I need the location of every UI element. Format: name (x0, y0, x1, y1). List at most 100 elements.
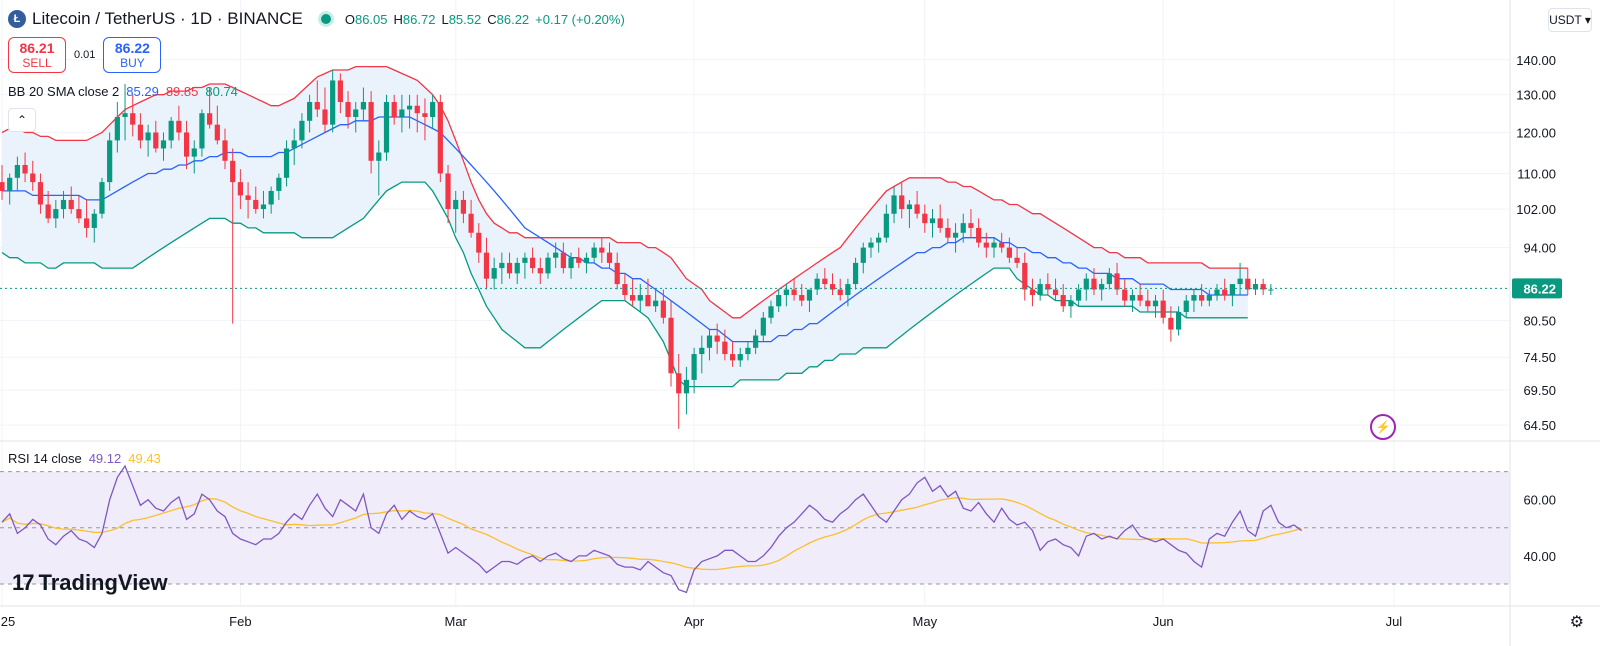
candle-body (891, 195, 897, 214)
candle (83, 199, 90, 238)
candle-body (191, 148, 197, 157)
candle (606, 242, 613, 269)
candle (168, 117, 174, 149)
candle (1168, 306, 1174, 342)
candle (199, 109, 205, 157)
candle (1191, 289, 1197, 312)
candle-body (914, 204, 920, 214)
candle (22, 152, 28, 183)
candle (1029, 278, 1036, 307)
candle (960, 213, 966, 243)
candle-body (183, 132, 190, 157)
candle-body (1152, 300, 1159, 307)
candle (791, 278, 797, 301)
symbol-title[interactable]: Litecoin / TetherUS · 1D · BINANCE (32, 9, 303, 28)
candle-body (1122, 289, 1128, 301)
candle (653, 289, 659, 312)
candle (514, 257, 520, 285)
candle (91, 209, 97, 243)
candle-body (576, 257, 582, 263)
candle-body (222, 140, 228, 161)
candle-body (1214, 289, 1220, 296)
candle (453, 190, 459, 233)
candle-body (414, 105, 420, 114)
candle-body (506, 262, 513, 274)
lightning-icon[interactable]: ⚡ (1370, 414, 1396, 440)
candle-body (922, 213, 928, 224)
candle-body (591, 247, 597, 258)
candle-body (337, 80, 343, 103)
candle-body (368, 102, 374, 161)
buy-button[interactable]: 86.22 BUY (103, 37, 162, 73)
bollinger-band-fill (2, 66, 1248, 387)
candle (1022, 252, 1028, 301)
candle (430, 94, 436, 129)
time-tick-label: Mar (445, 614, 468, 629)
candle (1137, 284, 1143, 307)
candle-body (976, 227, 982, 243)
bollinger-legend[interactable]: BB 20 SMA close 2 85.29 89.85 80.74 (8, 84, 238, 99)
candle-body (1168, 317, 1174, 330)
candle-body (1068, 300, 1074, 307)
candle (360, 87, 367, 121)
candle-body (522, 257, 528, 263)
candle-body (99, 182, 105, 214)
candle (322, 87, 328, 133)
candle-body (1137, 295, 1143, 301)
trade-buttons: 86.21 SELL 0.01 86.22 BUY (8, 37, 162, 73)
candle (1060, 284, 1066, 312)
candle (776, 289, 782, 312)
rsi-legend[interactable]: RSI 14 close 49.12 49.43 (8, 451, 161, 466)
settings-gear-icon[interactable]: ⚙ (1569, 614, 1584, 631)
market-open-dot-icon (320, 14, 331, 24)
candle-body (1237, 278, 1243, 285)
candle (929, 209, 936, 238)
candle (999, 232, 1005, 253)
candle (1106, 268, 1112, 290)
time-tick-label: Jul (1386, 614, 1403, 629)
candle (891, 186, 897, 224)
sell-button[interactable]: 86.21 SELL (8, 37, 66, 73)
bollinger-upper-line (1, 65, 1248, 319)
candle (191, 140, 197, 174)
last-price-label-bg (1512, 278, 1562, 299)
candle (1199, 284, 1205, 307)
candle (368, 91, 374, 174)
candle (499, 252, 505, 285)
candle (230, 148, 236, 324)
collapse-legend-icon[interactable]: ⌃ (8, 108, 36, 132)
candle-body (899, 195, 905, 210)
candle (683, 366, 690, 415)
candle-body (860, 247, 866, 263)
candle (530, 247, 536, 274)
candle-body (145, 132, 151, 141)
currency-selector[interactable]: USDT ▾ (1548, 8, 1592, 32)
candle-body (22, 164, 28, 174)
candle-body (706, 335, 713, 348)
candle (937, 204, 943, 233)
candle (1052, 278, 1059, 301)
candle (760, 311, 766, 342)
candle-body (483, 252, 490, 279)
candle (722, 329, 728, 361)
candle (483, 237, 490, 290)
candle-body (645, 295, 651, 307)
candle-body (876, 237, 882, 243)
candle-body (852, 262, 859, 285)
candle-body (1022, 262, 1028, 290)
candle (591, 242, 597, 263)
candle-body (653, 300, 659, 307)
candle (522, 252, 528, 279)
candle-body (791, 289, 797, 296)
candle (799, 284, 805, 307)
candle-body (353, 109, 359, 118)
price-tick-label: 120.00 (1516, 125, 1556, 140)
candle-body (568, 257, 574, 269)
candle-body (637, 295, 643, 301)
candle (76, 195, 82, 224)
change-value: +0.17 (+0.20%) (535, 11, 625, 27)
candle (599, 237, 605, 263)
candle-body (629, 295, 636, 301)
candle (537, 257, 543, 285)
